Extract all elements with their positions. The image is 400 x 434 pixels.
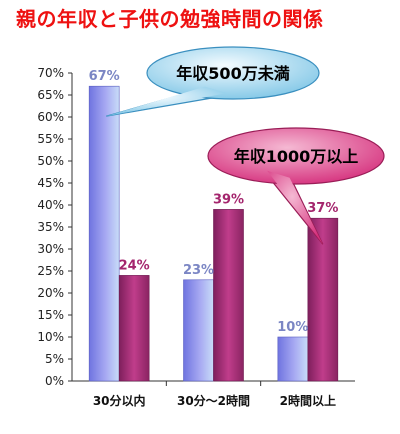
y-tick-label: 50% — [37, 154, 64, 168]
y-tick-label: 20% — [37, 286, 64, 300]
y-tick-label: 70% — [37, 66, 64, 80]
callout-series-high: 年収1000万以上 — [207, 127, 385, 245]
callout-series-low: 年収500万未満 — [106, 46, 320, 117]
callout-tail-fill — [106, 86, 227, 117]
x-category-label: 30分～2時間 — [177, 393, 250, 408]
y-tick-label: 10% — [37, 330, 64, 344]
bar — [307, 217, 339, 382]
bar — [183, 279, 214, 382]
x-category-label: 2時間以上 — [280, 393, 336, 408]
x-category-label: 30分以内 — [93, 393, 146, 408]
callout-bubble — [146, 46, 320, 100]
bar — [213, 209, 244, 382]
y-tick-label: 30% — [37, 242, 64, 256]
y-tick-label: 35% — [37, 220, 64, 234]
y-tick-label: 65% — [37, 88, 64, 102]
callout-label: 年収500万未満 — [176, 64, 289, 83]
callout-tail-fill — [267, 170, 323, 245]
y-tick-label: 0% — [45, 374, 64, 388]
data-label: 39% — [213, 192, 244, 207]
data-label: 37% — [307, 201, 338, 216]
data-label: 24% — [119, 258, 150, 273]
chart-title: 親の年収と子供の勉強時間の関係 — [16, 7, 324, 31]
y-tick-label: 15% — [37, 308, 64, 322]
bar — [118, 275, 150, 382]
y-tick-label: 55% — [37, 132, 64, 146]
callout-label: 年収1000万以上 — [234, 147, 359, 166]
bar — [277, 336, 309, 382]
y-tick-label: 5% — [45, 352, 64, 366]
data-label: 23% — [183, 263, 214, 278]
bar — [88, 85, 120, 382]
y-tick-label: 60% — [37, 110, 64, 124]
y-tick-label: 40% — [37, 198, 64, 212]
data-label: 67% — [89, 69, 120, 84]
callout-bubble — [207, 127, 385, 185]
data-label: 10% — [277, 320, 308, 335]
y-tick-label: 45% — [37, 176, 64, 190]
y-tick-label: 25% — [37, 264, 64, 278]
